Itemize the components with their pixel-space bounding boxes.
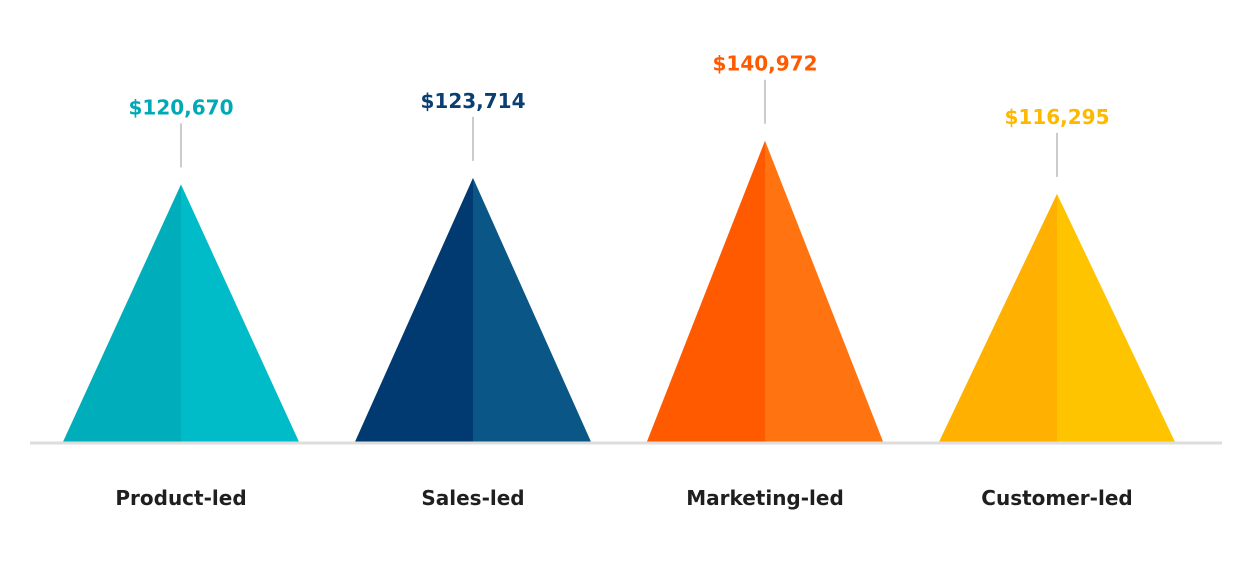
bars-layer bbox=[62, 140, 1176, 444]
value-label-0: $120,670 bbox=[128, 95, 233, 119]
category-label-3: Customer-led bbox=[981, 486, 1132, 510]
triangle-bar-2-right-half bbox=[765, 140, 884, 444]
category-label-0: Product-led bbox=[115, 486, 246, 510]
category-label-2: Marketing-led bbox=[686, 486, 844, 510]
triangle-bar-1-right-half bbox=[473, 177, 592, 444]
category-label-1: Sales-led bbox=[421, 486, 524, 510]
labels-layer: $120,670 Product-led $123,714 Sales-led $140… bbox=[115, 52, 1132, 510]
triangle-bar-3-left-half bbox=[938, 193, 1057, 444]
value-label-1: $123,714 bbox=[420, 89, 525, 113]
triangle-bar-2-left-half bbox=[646, 140, 765, 444]
triangle-bar-0-right-half bbox=[181, 184, 300, 444]
triangle-bar-1-left-half bbox=[354, 177, 473, 444]
value-label-2: $140,972 bbox=[712, 52, 817, 76]
value-label-3: $116,295 bbox=[1004, 105, 1109, 129]
triangle-bar-0-left-half bbox=[62, 184, 181, 444]
triangle-bar-3-right-half bbox=[1057, 193, 1176, 444]
